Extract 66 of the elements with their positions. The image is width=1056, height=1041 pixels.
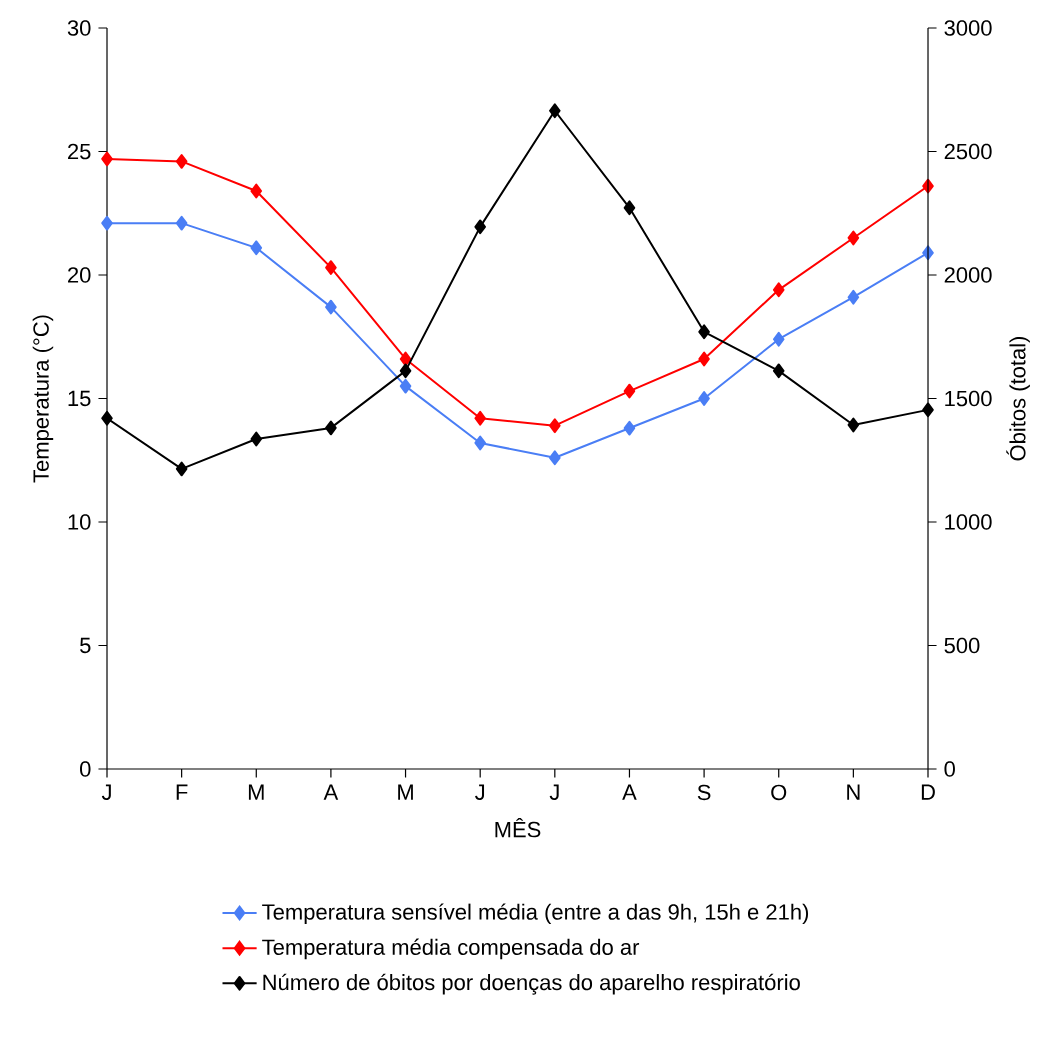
point: [623, 383, 636, 399]
y-tick-label: 30: [67, 20, 91, 36]
point: [474, 219, 486, 235]
point: [549, 450, 561, 466]
point: [250, 431, 263, 447]
x-tick-label: N: [847, 784, 860, 800]
point: [474, 435, 486, 451]
point: [549, 103, 561, 119]
x-tick-label: O: [771, 784, 787, 801]
legend-label: Número de óbitos por doenças do aparelho respiratório: [263, 973, 800, 995]
y2-axis-title: Óbitos (total): [1006, 336, 1030, 461]
point: [175, 153, 188, 169]
point: [847, 289, 860, 305]
y2-tick-label: 0: [944, 761, 955, 777]
point: [325, 420, 337, 436]
x-tick-label: S: [697, 784, 711, 801]
y2-tick-label: 1500: [945, 390, 992, 407]
point: [474, 410, 486, 426]
legend-label: Temperatura média compensada do ar: [262, 938, 640, 960]
x-tick-label: A: [323, 784, 339, 800]
y-tick-label: 20: [68, 267, 91, 283]
point: [101, 215, 113, 231]
y-tick-label: 25: [68, 143, 91, 160]
x-tick-label: J: [549, 784, 559, 800]
y-tick-label: 15: [68, 390, 91, 407]
point: [772, 331, 785, 347]
point: [101, 151, 113, 167]
x-tick-label: M: [248, 784, 264, 800]
point: [549, 418, 561, 434]
y-axis-title: Temperatura (°C): [32, 315, 54, 483]
x-tick-label: J: [101, 784, 111, 800]
x-tick-label: J: [475, 784, 485, 800]
x-tick-label: D: [921, 784, 935, 800]
point: [698, 351, 710, 367]
x-tick-label: A: [622, 784, 637, 800]
y-tick-label: 0: [80, 761, 91, 777]
point: [399, 378, 412, 394]
point: [325, 299, 337, 315]
point: [175, 215, 188, 231]
y-tick-label: 10: [68, 514, 91, 530]
y-tick-label: 5: [80, 637, 91, 654]
x-tick-label: F: [176, 784, 188, 800]
point: [698, 324, 710, 340]
point: [623, 420, 636, 436]
point: [399, 351, 412, 367]
point: [847, 230, 860, 246]
point: [399, 363, 412, 379]
point: [101, 410, 113, 426]
point: [250, 183, 263, 199]
x-axis-title: MÊS: [495, 817, 541, 838]
point: [325, 260, 337, 275]
y2-tick-label: 500: [944, 637, 980, 654]
point: [698, 391, 710, 406]
y2-tick-label: 1000: [945, 514, 992, 530]
y2-tick-label: 2000: [944, 267, 992, 283]
point: [847, 417, 860, 433]
point: [175, 461, 188, 477]
point: [772, 363, 785, 379]
x-tick-label: M: [398, 784, 413, 800]
legend-label: Temperatura sensível média (entre a das 9h, 15h e 21h): [262, 903, 809, 925]
point: [250, 240, 263, 256]
y2-tick-label: 3000: [944, 20, 992, 36]
point: [772, 282, 785, 298]
point: [922, 402, 934, 418]
point: [623, 200, 636, 216]
y2-tick-label: 2500: [944, 143, 992, 160]
